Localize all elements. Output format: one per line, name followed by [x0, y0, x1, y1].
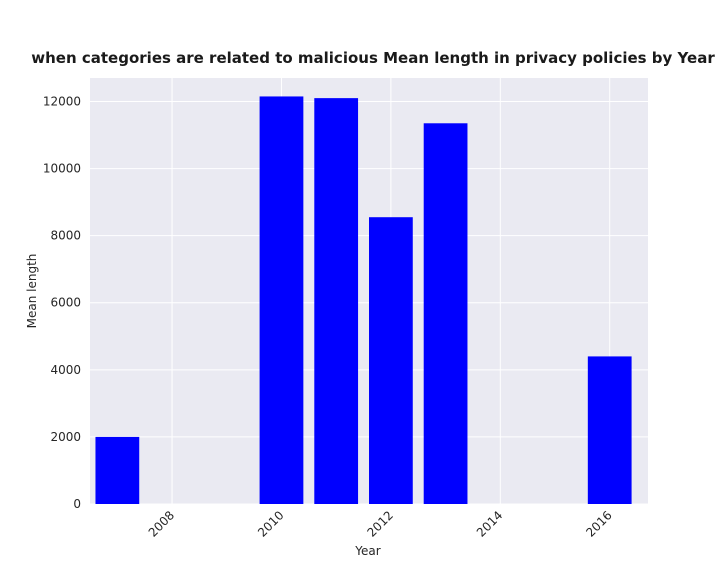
bars — [95, 96, 632, 505]
bar — [587, 356, 632, 504]
x-tick-label: 2010 — [255, 508, 286, 539]
bar — [95, 436, 140, 504]
y-tick-label: 12000 — [43, 94, 81, 108]
y-axis-label: Mean length — [25, 254, 39, 329]
y-tick-label: 2000 — [50, 430, 81, 444]
x-tick-label: 2008 — [146, 508, 177, 539]
x-tick-labels: 2008 2010 2012 2014 2016 — [146, 508, 615, 539]
x-axis-label: Year — [354, 544, 380, 558]
bar — [423, 123, 468, 505]
chart-title: when categories are related to malicious… — [31, 49, 715, 67]
y-tick-label: 0 — [73, 497, 81, 511]
bar — [314, 98, 359, 505]
x-tick-label: 2012 — [365, 508, 396, 539]
y-tick-label: 8000 — [50, 229, 81, 243]
bar — [259, 96, 304, 504]
y-tick-labels: 0 2000 4000 6000 8000 10000 12000 — [43, 94, 81, 511]
y-tick-label: 6000 — [50, 296, 81, 310]
y-tick-label: 4000 — [50, 363, 81, 377]
x-tick-label: 2016 — [583, 508, 614, 539]
y-tick-label: 10000 — [43, 162, 81, 176]
bar — [369, 217, 413, 505]
x-tick-label: 2014 — [474, 508, 505, 539]
